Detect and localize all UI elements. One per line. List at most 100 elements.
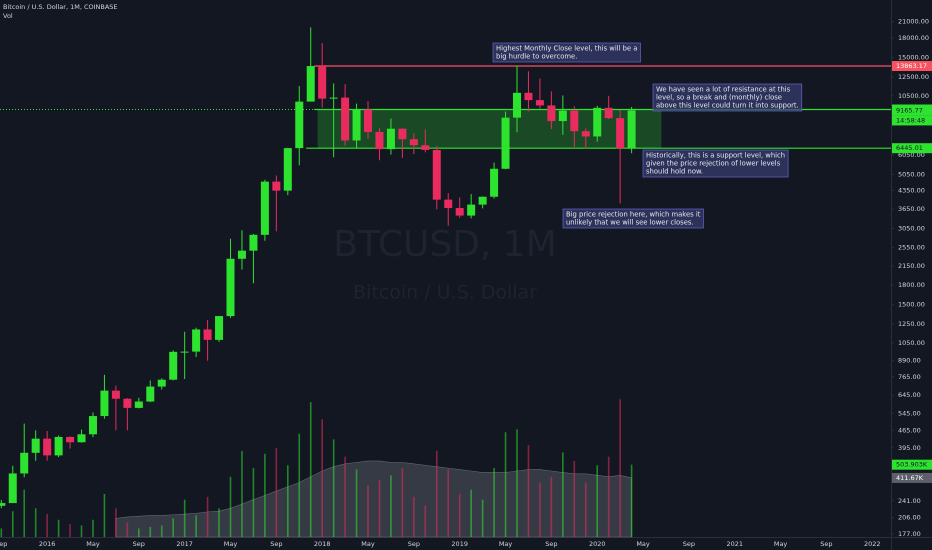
volume-bar xyxy=(504,432,507,537)
annotation: Highest Monthly Close level, this will b… xyxy=(492,42,641,63)
candle-body xyxy=(547,105,556,122)
volume-bar xyxy=(424,505,427,537)
candle-body xyxy=(421,145,430,150)
annotation-text: Historically, this is a support level, w… xyxy=(646,152,785,160)
y-tick-label: 5050.00 xyxy=(898,170,925,178)
annotation-box xyxy=(492,42,641,63)
y-tick-label: 545.00 xyxy=(898,409,921,417)
volume-bar xyxy=(619,399,621,537)
volume-bar xyxy=(149,526,152,537)
volume-label: Vol xyxy=(3,12,13,20)
volume-tag-bg xyxy=(892,459,932,470)
candle-body xyxy=(604,107,613,119)
volume-bar xyxy=(447,469,450,537)
y-tick-label: 4350.00 xyxy=(898,186,925,194)
x-tick-label: May xyxy=(361,540,375,548)
x-tick-label: 2021 xyxy=(726,540,743,548)
candle-body xyxy=(123,398,132,408)
y-tick-label: 12500.00 xyxy=(898,73,929,81)
annotation: We have seen a lot of resistance at this… xyxy=(652,83,803,112)
annotation-text: Highest Monthly Close level, this will b… xyxy=(496,45,637,53)
candle-body xyxy=(0,503,6,506)
x-tick-label: 2020 xyxy=(589,540,606,548)
candle-body xyxy=(329,97,338,99)
candle-body xyxy=(593,107,602,137)
annotation: Historically, this is a support level, w… xyxy=(642,149,789,178)
candle-body xyxy=(364,109,373,132)
candle-body xyxy=(409,139,418,146)
x-tick-label: 2017 xyxy=(176,540,193,548)
x-tick-label: May xyxy=(224,540,238,548)
candle-body xyxy=(169,351,178,380)
volume-bar xyxy=(172,518,174,537)
volume-bar xyxy=(458,493,461,537)
y-tick-label: 6050.00 xyxy=(898,151,925,159)
candle-body xyxy=(513,92,521,118)
zone xyxy=(317,109,662,149)
y-tick-label: 1050.00 xyxy=(898,339,925,347)
volume-bar xyxy=(539,482,541,537)
last-price-tag: 9165.77 xyxy=(896,106,923,114)
candle-body xyxy=(157,379,166,387)
annotation-text: big hurdle to overcome. xyxy=(496,53,577,61)
volume-bar xyxy=(264,453,266,537)
volume-bar xyxy=(481,499,484,537)
volume-bar xyxy=(34,508,37,537)
candle-body xyxy=(341,97,350,141)
volume-bar xyxy=(46,514,48,537)
volume-bar xyxy=(183,499,186,537)
price-tag: 13863.17 xyxy=(896,62,927,70)
y-tick-label: 1500.00 xyxy=(898,301,925,309)
y-tick-label: 177.00 xyxy=(898,530,921,538)
y-tick-label: 21000.00 xyxy=(898,17,929,25)
y-tick-label: 1800.00 xyxy=(898,281,925,289)
candle-body xyxy=(203,329,212,340)
y-tick-label: 18000.00 xyxy=(898,34,929,42)
volume-bar xyxy=(550,476,553,537)
candle-body xyxy=(77,434,86,443)
candle-body xyxy=(88,416,97,435)
volume-bar xyxy=(115,508,117,537)
annotation-text: unlikely that we will see lower closes. xyxy=(566,219,694,227)
volume-bar xyxy=(103,493,106,537)
price-tag: 6445.01 xyxy=(896,144,923,152)
last-price-tag-bg xyxy=(892,105,932,116)
y-tick-label: 395.00 xyxy=(898,444,921,452)
candle-body xyxy=(20,452,29,474)
volume-bar xyxy=(527,445,530,537)
candle-body xyxy=(66,436,75,443)
volume-bar xyxy=(573,460,576,537)
annotation-box xyxy=(562,208,704,229)
volume-bar xyxy=(160,525,163,537)
volume-bar xyxy=(138,528,140,537)
candle-body xyxy=(306,66,315,102)
candle-body xyxy=(192,329,201,352)
volume-bar xyxy=(344,456,346,537)
candle-body xyxy=(467,204,476,216)
x-tick-label: Sep xyxy=(683,540,695,548)
candle-body xyxy=(501,117,510,169)
volume-tag: 411.67K xyxy=(896,474,924,482)
candle-body xyxy=(43,438,52,456)
x-tick-label: 2022 xyxy=(864,540,881,548)
volume-bar xyxy=(607,456,610,537)
volume-bar xyxy=(596,465,599,537)
volume-bar xyxy=(229,476,232,537)
candle-body xyxy=(226,258,235,317)
volume-bar xyxy=(126,522,129,537)
y-tick-label: 206.00 xyxy=(898,514,921,522)
volume-bar xyxy=(287,465,289,537)
volume-bar xyxy=(321,419,323,537)
annotation-text: level, so a break and (monthly) close xyxy=(656,94,782,102)
volume-bar xyxy=(241,450,243,537)
countdown: 14:58:48 xyxy=(896,116,925,124)
volume-bar xyxy=(562,452,564,537)
candle-body xyxy=(535,100,544,106)
volume-bar xyxy=(57,519,60,537)
volume-bar xyxy=(11,511,14,537)
y-tick-label: 2150.00 xyxy=(898,262,925,270)
x-tick-label: Sep xyxy=(270,540,282,548)
watermark: BTCUSD, 1M xyxy=(333,224,557,265)
candle-body xyxy=(478,196,487,205)
y-tick-label: 3650.00 xyxy=(898,205,925,213)
